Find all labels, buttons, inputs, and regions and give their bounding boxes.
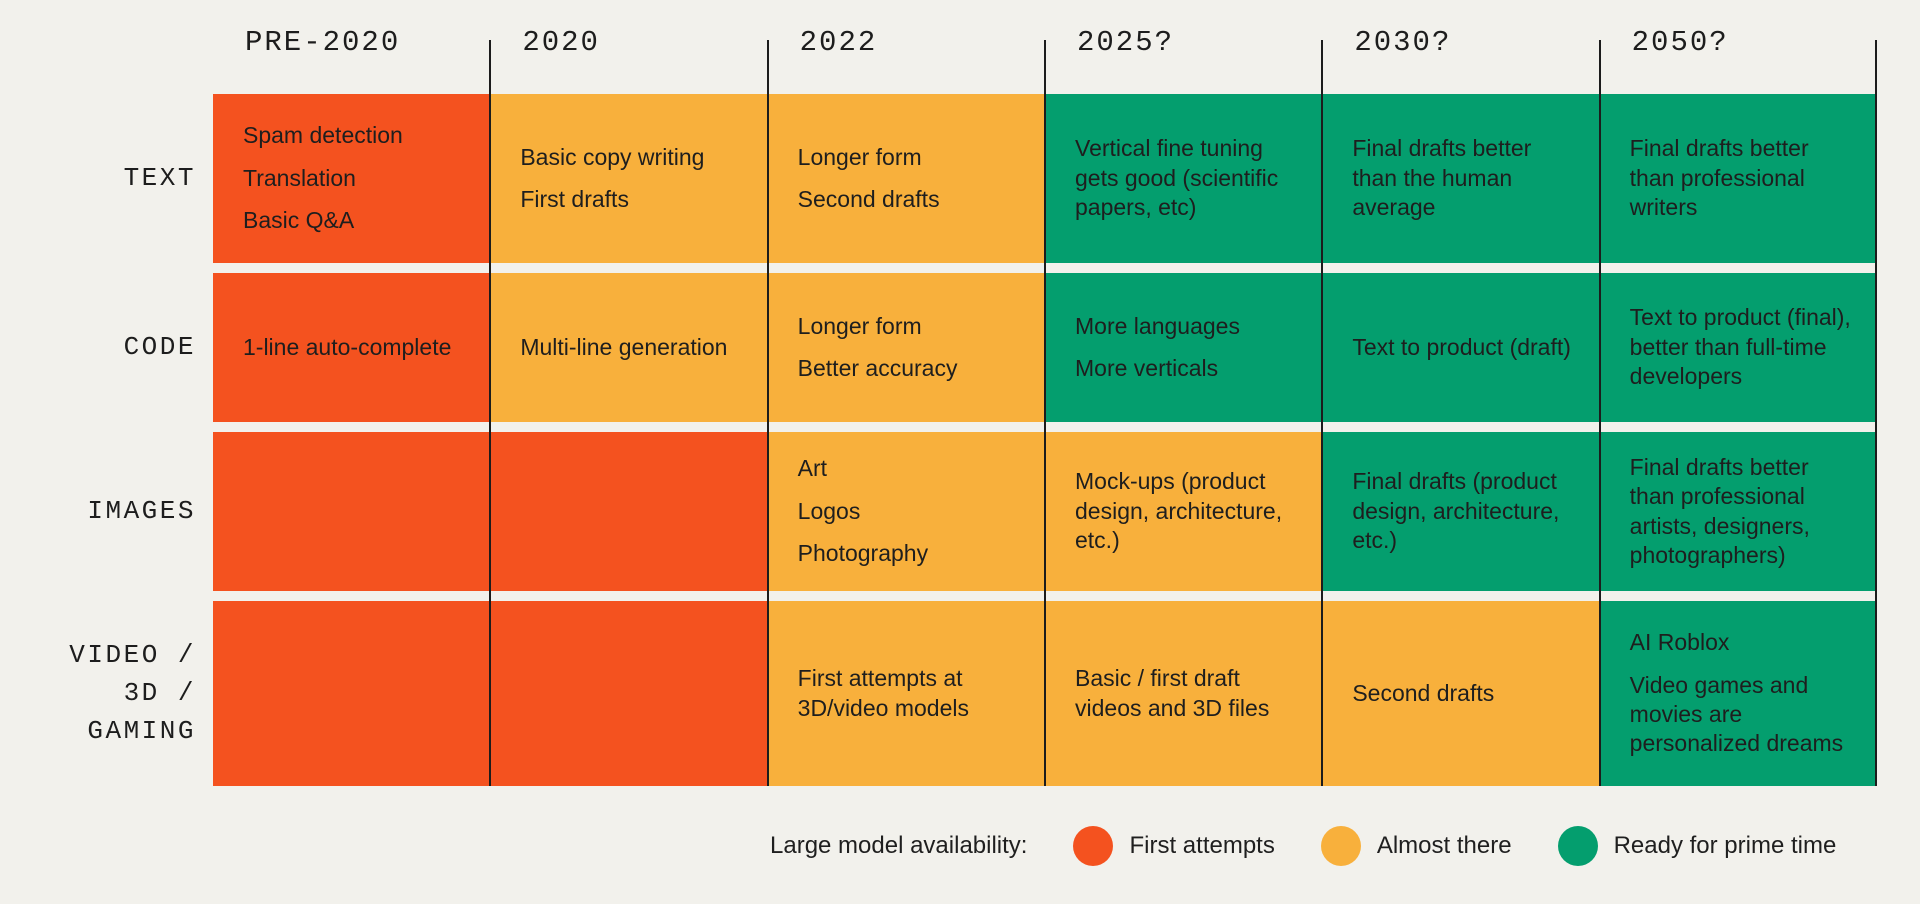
row-label-line: CODE <box>123 332 196 362</box>
column-header-2025: 2025? <box>1077 26 1175 59</box>
column-header-2050: 2050? <box>1631 26 1729 59</box>
cell-images-2020 <box>490 432 768 591</box>
cell-images-pre2020 <box>213 432 491 591</box>
legend-entry-label: First attempts <box>1129 832 1275 859</box>
cell-item: AI Roblox <box>1629 629 1730 656</box>
cell-item: Photography <box>797 540 929 567</box>
row-label-line: GAMING <box>87 716 196 746</box>
timeline-grid: PRE-2020 2020 2022 2025? 2030? 2050? Spa… <box>213 0 1877 786</box>
cell-text-2050: Final drafts better than professional wr… <box>1599 94 1877 263</box>
cell-text-2020: Basic copy writing First drafts <box>490 94 768 263</box>
cell-text-pre2020: Spam detection Translation Basic Q&A <box>213 94 491 263</box>
row-label-line: 3D / <box>123 678 196 708</box>
legend: Large model availability: First attempts… <box>770 818 1836 874</box>
legend-color-dot-icon <box>1557 826 1598 866</box>
cell-code-2022: Longer form Better accuracy <box>767 273 1045 422</box>
cell-code-2050: Text to product (final), better than ful… <box>1599 273 1877 422</box>
column-divider <box>1599 40 1601 786</box>
cell-code-2025: More languages More verticals <box>1045 273 1323 422</box>
cell-item: More verticals <box>1075 355 1219 381</box>
cell-item: First drafts <box>520 186 629 212</box>
cell-item: 1-line auto-complete <box>243 333 452 360</box>
cell-video-pre2020 <box>213 601 491 786</box>
cell-item: Second drafts <box>1352 679 1495 706</box>
cell-item: Final drafts better than professional ar… <box>1629 453 1810 568</box>
row-label-line: TEXT <box>123 163 196 193</box>
column-divider <box>489 40 491 786</box>
cell-images-2030: Final drafts (product design, architectu… <box>1322 432 1600 591</box>
cell-item: Longer form <box>797 143 922 170</box>
cell-item: Mock-ups (product design, architecture, … <box>1075 468 1283 554</box>
cell-item: Vertical fine tuning gets good (scientif… <box>1075 135 1279 221</box>
row-label-line: IMAGES <box>87 496 196 526</box>
cell-item: Better accuracy <box>797 355 958 381</box>
cell-code-2020: Multi-line generation <box>490 273 768 422</box>
cell-item: Text to product (draft) <box>1352 333 1571 360</box>
row-label-line: VIDEO / <box>69 640 196 670</box>
legend-color-dot-icon <box>1320 826 1361 866</box>
cell-images-2025: Mock-ups (product design, architecture, … <box>1045 432 1323 591</box>
cell-item: Video games and movies are personalized … <box>1629 671 1844 757</box>
cell-item: Logos <box>797 497 861 524</box>
cell-code-pre2020: 1-line auto-complete <box>213 273 491 422</box>
cell-item: Final drafts better than the human avera… <box>1352 135 1532 221</box>
cell-item: Translation <box>243 164 356 191</box>
cell-images-2022: Art Logos Photography <box>767 432 1045 591</box>
column-header-2030: 2030? <box>1354 26 1452 59</box>
cell-text-2022: Longer form Second drafts <box>767 94 1045 263</box>
legend-entry-ready: Ready for prime time <box>1557 826 1837 866</box>
cell-item: Multi-line generation <box>520 333 728 360</box>
cell-video-2022: First attempts at 3D/video models <box>767 601 1045 786</box>
legend-entry-label: Ready for prime time <box>1613 832 1837 859</box>
cell-item: Basic / first draft videos and 3D files <box>1075 665 1270 721</box>
cell-item: Basic Q&A <box>243 207 355 234</box>
legend-entry-almost-there: Almost there <box>1320 826 1512 866</box>
legend-color-dot-icon <box>1073 826 1114 866</box>
legend-entry-label: Almost there <box>1376 832 1512 859</box>
cell-item: Final drafts (product design, architectu… <box>1352 468 1560 554</box>
legend-entry-first-attempts: First attempts <box>1073 826 1275 866</box>
cell-item: Second drafts <box>797 186 940 212</box>
row-label-images: IMAGES <box>0 496 196 526</box>
cell-video-2050: AI Roblox Video games and movies are per… <box>1599 601 1877 786</box>
column-divider <box>767 40 769 786</box>
cell-item: Longer form <box>797 312 922 339</box>
cell-video-2030: Second drafts <box>1322 601 1600 786</box>
column-header-2022: 2022 <box>799 26 878 59</box>
cell-code-2030: Text to product (draft) <box>1322 273 1600 422</box>
cell-video-2020 <box>490 601 768 786</box>
cell-item: Text to product (final), better than ful… <box>1629 304 1851 390</box>
legend-title: Large model availability: <box>770 832 1028 859</box>
row-label-code: CODE <box>0 332 196 362</box>
table-right-border <box>1875 40 1877 786</box>
column-divider <box>1321 40 1323 786</box>
cell-item: More languages <box>1075 312 1240 339</box>
cell-item: Final drafts better than professional wr… <box>1629 135 1809 221</box>
cell-item: Art <box>797 455 828 482</box>
cell-video-2025: Basic / first draft videos and 3D files <box>1045 601 1323 786</box>
column-divider <box>1044 40 1046 786</box>
cell-item: First attempts at 3D/video models <box>797 665 969 721</box>
row-label-text: TEXT <box>0 163 196 193</box>
cell-item: Spam detection <box>243 122 403 149</box>
cell-item: Basic copy writing <box>520 143 705 170</box>
column-header-pre2020: PRE-2020 <box>245 26 401 59</box>
row-label-video-3d-gaming: VIDEO / 3D / GAMING <box>0 636 196 750</box>
cell-text-2030: Final drafts better than the human avera… <box>1322 94 1600 263</box>
cell-images-2050: Final drafts better than professional ar… <box>1599 432 1877 591</box>
cell-text-2025: Vertical fine tuning gets good (scientif… <box>1045 94 1323 263</box>
column-header-2020: 2020 <box>522 26 600 59</box>
